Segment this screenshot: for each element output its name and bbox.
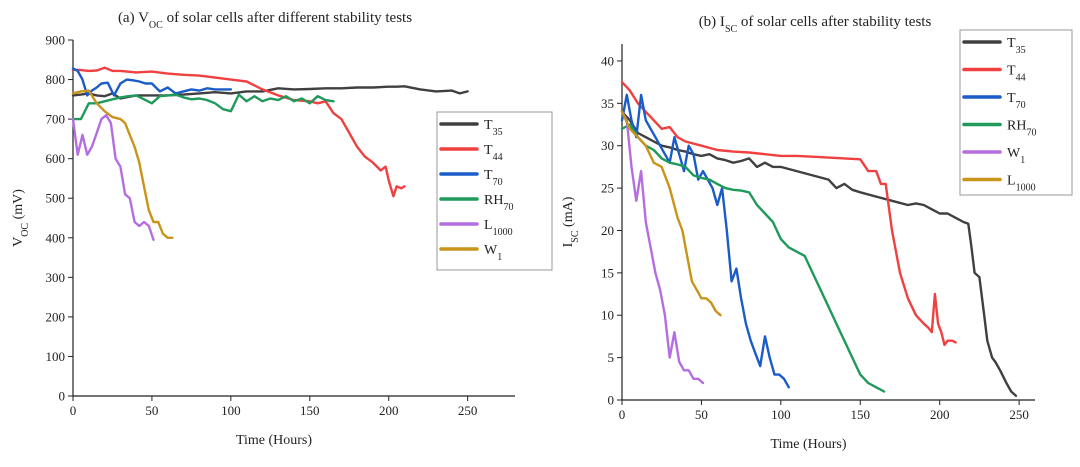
- x-tick-label: 100: [221, 403, 241, 418]
- y-tick-label: 0: [608, 393, 615, 408]
- x-tick-label: 250: [1009, 407, 1029, 422]
- series-line-rh70: [71, 93, 335, 121]
- legend: T35 T44 T70 RH70 W1 L1000: [959, 29, 1073, 196]
- y-tick-label: 700: [46, 112, 66, 127]
- y-tick-label: 100: [46, 349, 66, 364]
- y-tick-label: 35: [601, 96, 614, 111]
- series-line-rh70: [620, 123, 886, 393]
- y-axis-title: VOC (mV): [11, 189, 31, 247]
- x-tick-label: 50: [145, 403, 158, 418]
- x-tick-label: 250: [458, 403, 478, 418]
- legend-label: T35: [484, 118, 503, 138]
- series-line-t35: [620, 110, 1018, 397]
- legend-label: T70: [484, 168, 503, 188]
- series-line-t70: [71, 67, 233, 97]
- legend-label: L1000: [1007, 174, 1036, 194]
- legend-frame: [436, 111, 553, 271]
- x-tick-label: 0: [619, 407, 626, 422]
- series-line-w1: [620, 110, 705, 385]
- y-tick-label: 300: [46, 270, 66, 285]
- legend-label: T70: [1007, 91, 1026, 111]
- y-tick-label: 25: [601, 181, 614, 196]
- y-tick-label: 800: [46, 72, 66, 87]
- series-line-t44: [620, 80, 957, 347]
- chart-title: (a) VOC of solar cells after different s…: [118, 10, 412, 31]
- x-tick-label: 100: [771, 407, 791, 422]
- legend-label: T44: [484, 143, 503, 163]
- x-axis-title: Time (Hours): [770, 437, 846, 452]
- x-tick-label: 150: [851, 407, 871, 422]
- x-tick-label: 50: [695, 407, 708, 422]
- y-tick-label: 200: [46, 309, 66, 324]
- y-tick-label: 30: [601, 138, 614, 153]
- x-axis-title: Time (Hours): [236, 433, 312, 448]
- chart-isc: 0 5 10 15 20 25 30 35 40 0 50 100 150 200 250 Time (Hou…: [561, 14, 1073, 452]
- legend-label: RH70: [1007, 119, 1036, 139]
- legend-label: L1000: [484, 218, 513, 238]
- y-tick-label: 15: [601, 265, 614, 280]
- y-tick-label: 40: [601, 53, 614, 68]
- y-tick-label: 10: [601, 308, 614, 323]
- series-line-l1000: [71, 113, 155, 242]
- legend-label: T44: [1007, 64, 1026, 84]
- y-tick-label: 600: [46, 151, 66, 166]
- x-tick-label: 200: [930, 407, 950, 422]
- legend-label: RH70: [484, 193, 513, 213]
- legend-label: W1: [484, 243, 502, 263]
- y-tick-label: 20: [601, 223, 614, 238]
- chart-title: (b) ISC of solar cells after stability t…: [699, 14, 932, 35]
- series-line-t44: [71, 66, 406, 198]
- x-tick-label: 150: [300, 403, 320, 418]
- series-line-w1: [71, 89, 174, 240]
- y-tick-label: 900: [46, 33, 66, 48]
- y-tick-label: 0: [59, 389, 66, 404]
- legend-label: T35: [1007, 36, 1026, 56]
- y-axis-title: ISC (mA): [561, 196, 581, 247]
- series-line-t70: [620, 93, 790, 389]
- y-tick-label: 5: [608, 350, 615, 365]
- x-tick-label: 0: [70, 403, 77, 418]
- y-tick-label: 400: [46, 230, 66, 245]
- y-tick-label: 500: [46, 191, 66, 206]
- legend-frame: [959, 29, 1073, 196]
- legend: T35 T44 T70 RH70 L1000 W1: [436, 111, 553, 271]
- x-tick-label: 200: [379, 403, 399, 418]
- chart-voc: 0 100 200 300 400 500 600 700 800 900 0 50 100 150 200…: [11, 10, 553, 448]
- legend-label: W1: [1007, 146, 1025, 166]
- series-line-l1000: [620, 110, 722, 317]
